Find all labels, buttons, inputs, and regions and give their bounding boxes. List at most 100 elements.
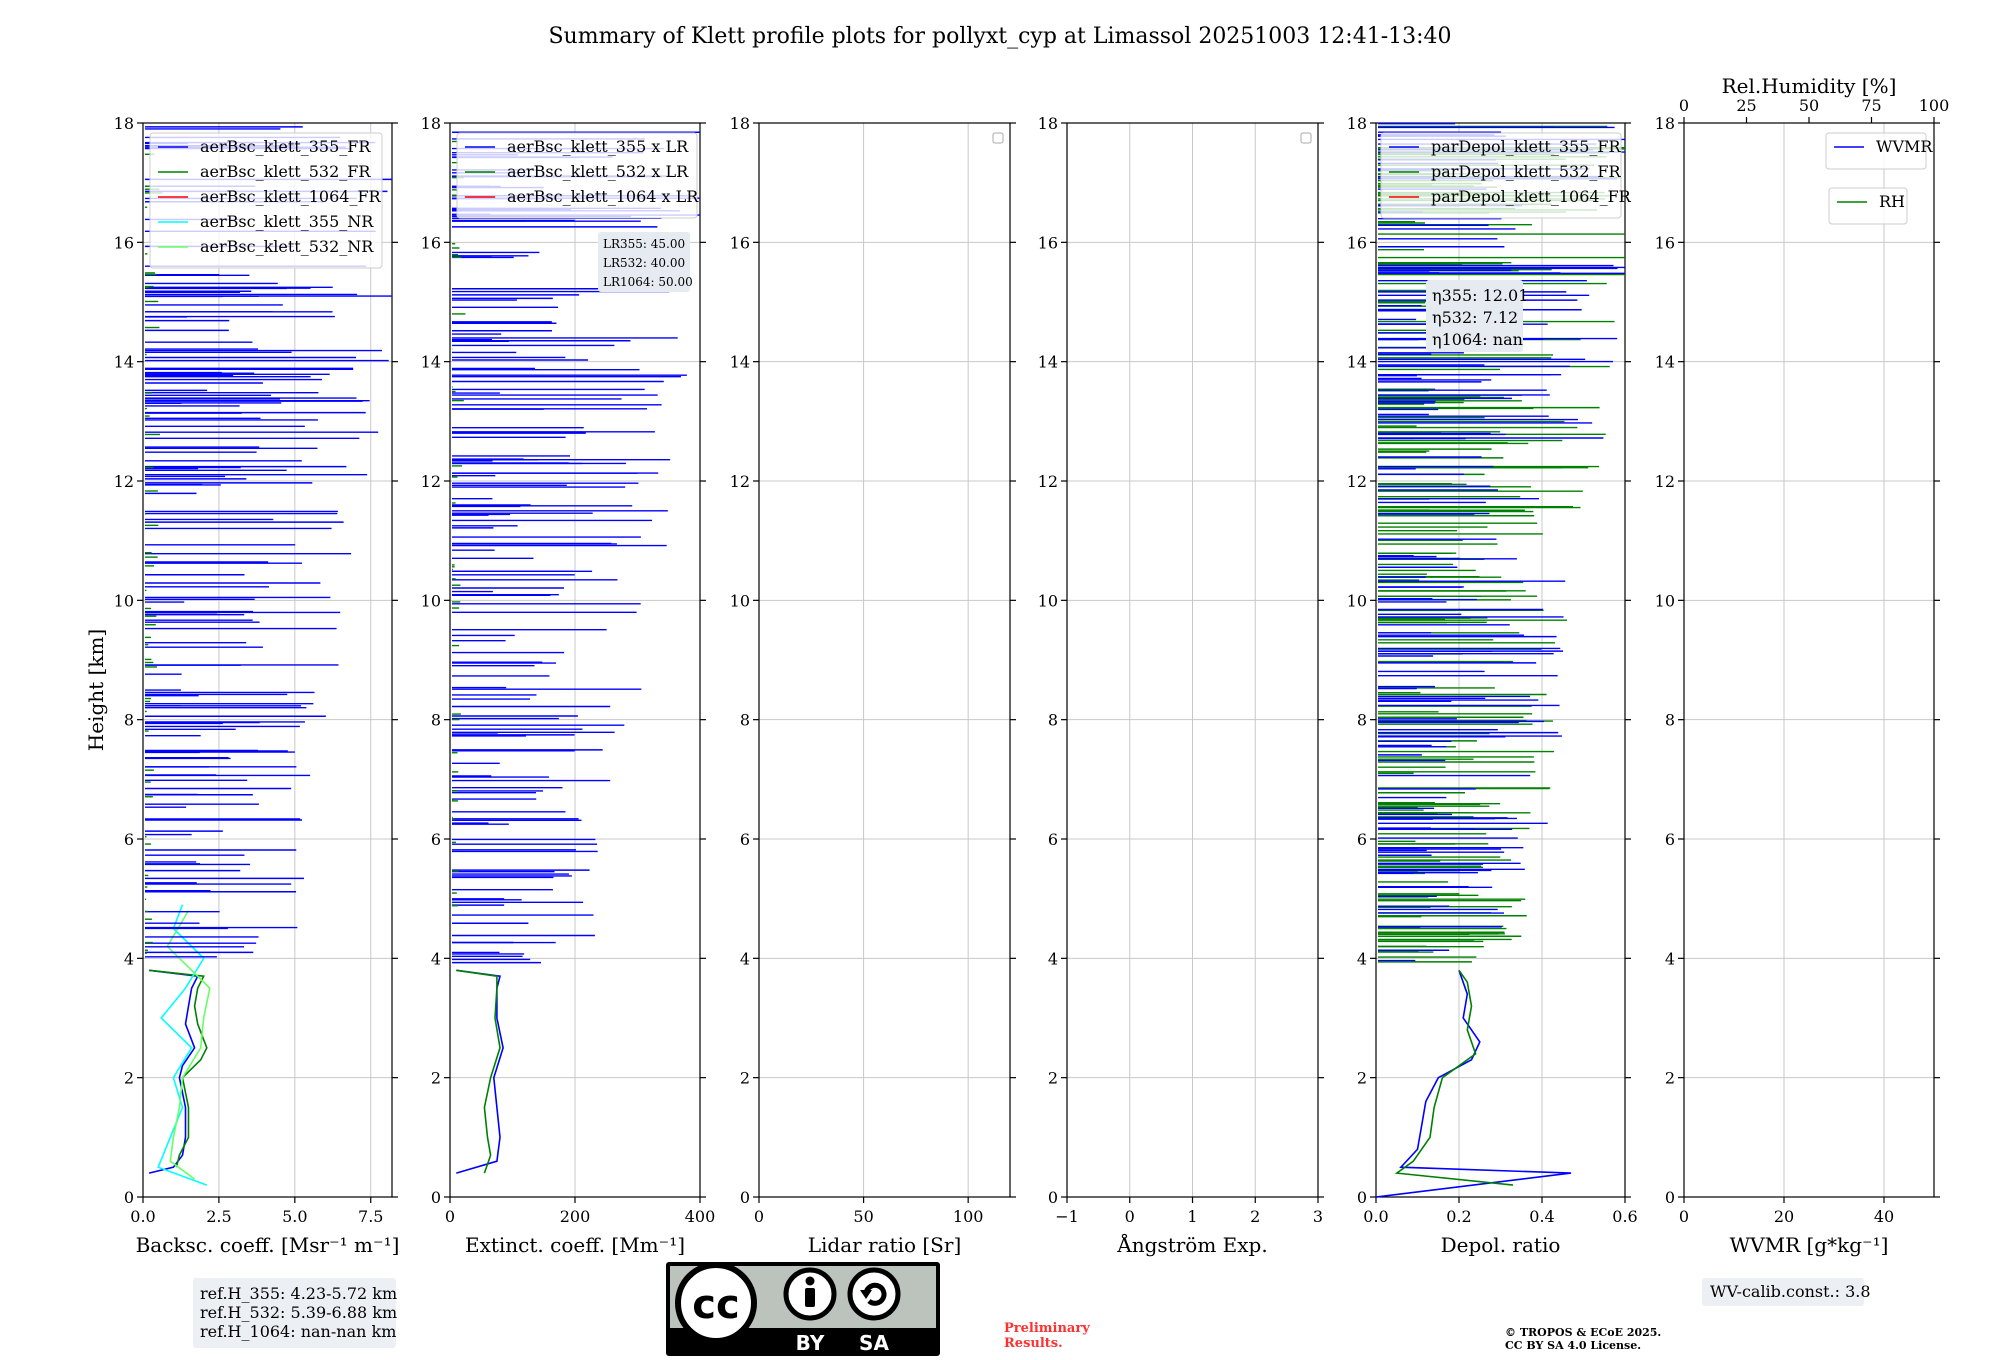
lr-label-2: LR1064: 50.00 [603,275,693,289]
legend-frame [1380,132,1622,219]
y-tick-label: 2 [740,1069,750,1088]
y-tick-label: 10 [730,591,750,610]
legend-frame [149,132,383,269]
x-axis-label: WVMR [g*kg⁻¹] [1730,1233,1889,1257]
legend-lr-empty [992,132,1004,144]
y-tick-label: 8 [1048,711,1058,730]
x-tick-label: 1 [1187,1207,1197,1226]
legend-entry: WVMR [1876,137,1933,156]
series-aerBsc_klett_532_FR [149,969,208,1168]
y-tick-label: 18 [1655,114,1675,133]
y-tick-label: 8 [124,711,134,730]
legend-entry: aerBsc_klett_355_FR [200,137,371,156]
copyright-line2: CC BY SA 4.0 License. [1505,1339,1641,1352]
panel-lr: 0 2 4 6 8 10 12 14 16 18 0 50 100 Lidar ratio [Sr] [730,114,1016,1257]
series-parDepol_klett_355_FR [1375,970,1572,1198]
y-tick-label: 8 [740,711,750,730]
x-tick-label: 200 [560,1207,591,1226]
y-tick-label: 6 [740,830,750,849]
rh-tick-label: 25 [1736,96,1756,115]
y-tick-label: 16 [730,233,750,252]
wv-calib-text: WV-calib.const.: 3.8 [1710,1282,1871,1301]
y-tick-label: 12 [421,472,441,491]
legend-frame [1828,187,1908,225]
x-axis-label: Lidar ratio [Sr] [808,1233,962,1257]
lr-info-box: LR355: 45.00 LR532: 40.00 LR1064: 50.00 [598,232,693,292]
x-axis-label: Depol. ratio [1441,1233,1561,1257]
series-aerBsc_klett_532 x LR [456,969,501,1174]
y-tick-label: 16 [1347,233,1367,252]
legend-entry: aerBsc_klett_1064_FR [200,187,382,206]
y-tick-label: 8 [431,711,441,730]
lr-label-0: LR355: 45.00 [603,237,685,251]
cc-logo-text: cc [692,1282,739,1328]
rh-axis-label: Rel.Humidity [%] [1722,74,1897,98]
x-tick-label: 0 [1679,1207,1689,1226]
y-tick-label: 4 [740,949,750,968]
axes-frame [142,122,393,1198]
legend-entry: aerBsc_klett_532_FR [200,162,371,181]
license-sa-label: SA [859,1331,889,1355]
x-tick-label: 2.5 [206,1207,231,1226]
y-tick-label: 14 [1655,353,1675,372]
cc-logo-icon [675,1262,757,1344]
series-aerBsc_klett_532_NR [166,910,211,1180]
y-tick-label: 12 [1038,472,1058,491]
series-aerBsc_klett_355_FR [148,969,199,1174]
y-tick-label: 14 [1347,353,1367,372]
y-tick-label: 12 [1347,472,1367,491]
legend-rh: RH [1828,187,1908,225]
eta-info-bg [1426,280,1523,352]
series-parDepol_klett_532_FR [1394,969,1514,1186]
x-tick-label: 400 [685,1207,716,1226]
y-tick-label: 18 [114,114,134,133]
legend-frame [1825,132,1927,170]
axes-frame [758,122,1011,1198]
panel-bsc: 0 2 4 6 8 10 12 14 16 18 0.0 2.5 5.0 7.5 Backsc. coeff… [114,114,400,1257]
y-tick-label: 0 [1665,1188,1675,1207]
panel-dep: 0 2 4 6 8 10 12 14 16 18 0.0 0.2 0.4 0.6 Depol. ratio [1347,114,1638,1257]
y-tick-label: 0 [431,1188,441,1207]
axes-frame [1683,122,1935,1198]
rh-tick-label: 0 [1679,96,1689,115]
x-tick-label: 0 [445,1207,455,1226]
x-tick-label: 0.4 [1529,1207,1554,1226]
y-tick-label: 0 [740,1188,750,1207]
rh-tick-label: 75 [1861,96,1881,115]
x-tick-label: 20 [1774,1207,1794,1226]
cc-license-badge[interactable]: cc BY SA [666,1262,940,1356]
legend-dep: parDepol_klett_355_FR parDepol_klett_532_… [1380,132,1632,219]
y-tick-label: 18 [421,114,441,133]
eta-label-2: η1064: nan [1432,330,1523,349]
legend-frame [456,132,698,219]
y-tick-label: 0 [1048,1188,1058,1207]
y-tick-label: 16 [421,233,441,252]
x-tick-label: 0.6 [1612,1207,1637,1226]
x-tick-label: 0.0 [1363,1207,1388,1226]
share-alike-icon [847,1267,901,1321]
x-axis-label: Ångström Exp. [1116,1232,1267,1257]
legend-bsc: aerBsc_klett_355_FR aerBsc_klett_532_FRae… [149,132,383,269]
x-tick-label: 50 [853,1207,873,1226]
y-tick-label: 14 [114,353,134,372]
y-tick-label: 10 [114,591,134,610]
panel-wv: 0 2 4 6 8 10 12 14 16 18 0 20 40 WVMR [g*kg⁻¹] [1655,114,1940,1257]
series-aerBsc_klett_355 x LR [456,969,504,1174]
y-tick-label: 18 [1347,114,1367,133]
x-tick-label: 3 [1313,1207,1323,1226]
x-tick-label: 7.5 [358,1207,383,1226]
y-tick-label: 12 [1655,472,1675,491]
y-tick-label: 10 [1347,591,1367,610]
x-tick-label: 2 [1250,1207,1260,1226]
series-aerBsc_klett_355_NR [157,904,208,1186]
y-tick-label: 12 [730,472,750,491]
x-tick-label: 40 [1874,1207,1894,1226]
y-tick-label: 18 [1038,114,1058,133]
y-tick-label: 16 [1655,233,1675,252]
y-tick-label: 6 [1357,830,1367,849]
y-tick-label: 16 [114,233,134,252]
y-tick-label: 2 [124,1069,134,1088]
y-tick-label: 4 [431,949,441,968]
